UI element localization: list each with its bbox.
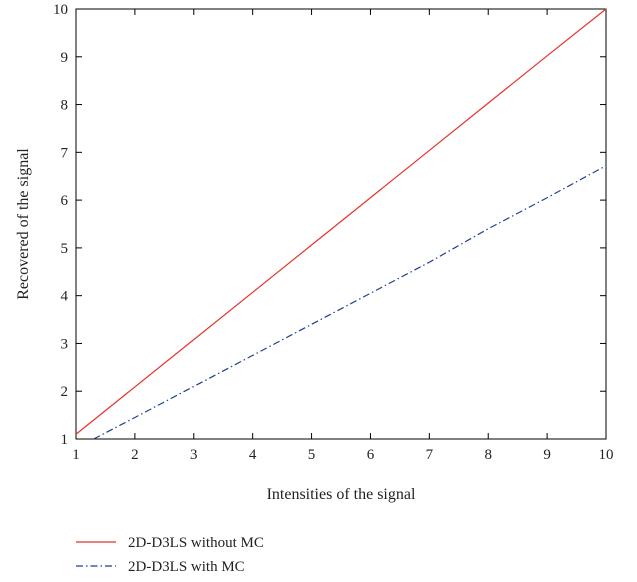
series-line-0 bbox=[75, 8, 607, 435]
plot-frame bbox=[75, 8, 607, 440]
axis-ticks bbox=[75, 8, 607, 440]
x-tick-label-1: 2 bbox=[131, 447, 139, 463]
y-tick-label-0: 1 bbox=[61, 432, 69, 448]
y-tick-label-3: 4 bbox=[61, 289, 69, 305]
tick-labels: 1 2 3 4 5 6 7 8 9 10 1 2 3 4 5 6 7 8 9 10 bbox=[53, 2, 614, 463]
y-tick-label-8: 9 bbox=[61, 50, 69, 66]
legend-label-1: 2D-D3LS with MC bbox=[128, 559, 245, 575]
y-tick-label-5: 6 bbox=[61, 193, 69, 209]
x-tick-label-0: 1 bbox=[72, 447, 80, 463]
series-line-1 bbox=[93, 165, 607, 440]
x-axis-label: Intensities of the signal bbox=[267, 486, 416, 503]
x-tick-label-8: 9 bbox=[543, 447, 551, 463]
y-tick-label-9: 10 bbox=[53, 2, 68, 18]
y-tick-label-7: 8 bbox=[61, 98, 69, 114]
y-tick-label-6: 7 bbox=[61, 145, 69, 161]
y-tick-label-2: 3 bbox=[61, 336, 69, 352]
y-axis-label: Recovered of the signal bbox=[15, 148, 32, 300]
x-tick-label-6: 7 bbox=[426, 447, 434, 463]
y-tick-label-4: 5 bbox=[61, 241, 69, 257]
x-tick-label-3: 4 bbox=[249, 447, 257, 463]
legend: 2D-D3LS without MC 2D-D3LS with MC bbox=[76, 535, 264, 575]
x-tick-label-4: 5 bbox=[308, 447, 316, 463]
x-tick-label-5: 6 bbox=[367, 447, 375, 463]
series-layer bbox=[75, 8, 607, 440]
y-tick-label-1: 2 bbox=[61, 384, 69, 400]
legend-label-0: 2D-D3LS without MC bbox=[128, 535, 264, 551]
x-tick-label-7: 8 bbox=[484, 447, 492, 463]
x-tick-label-2: 3 bbox=[190, 447, 198, 463]
x-tick-label-9: 10 bbox=[599, 447, 614, 463]
